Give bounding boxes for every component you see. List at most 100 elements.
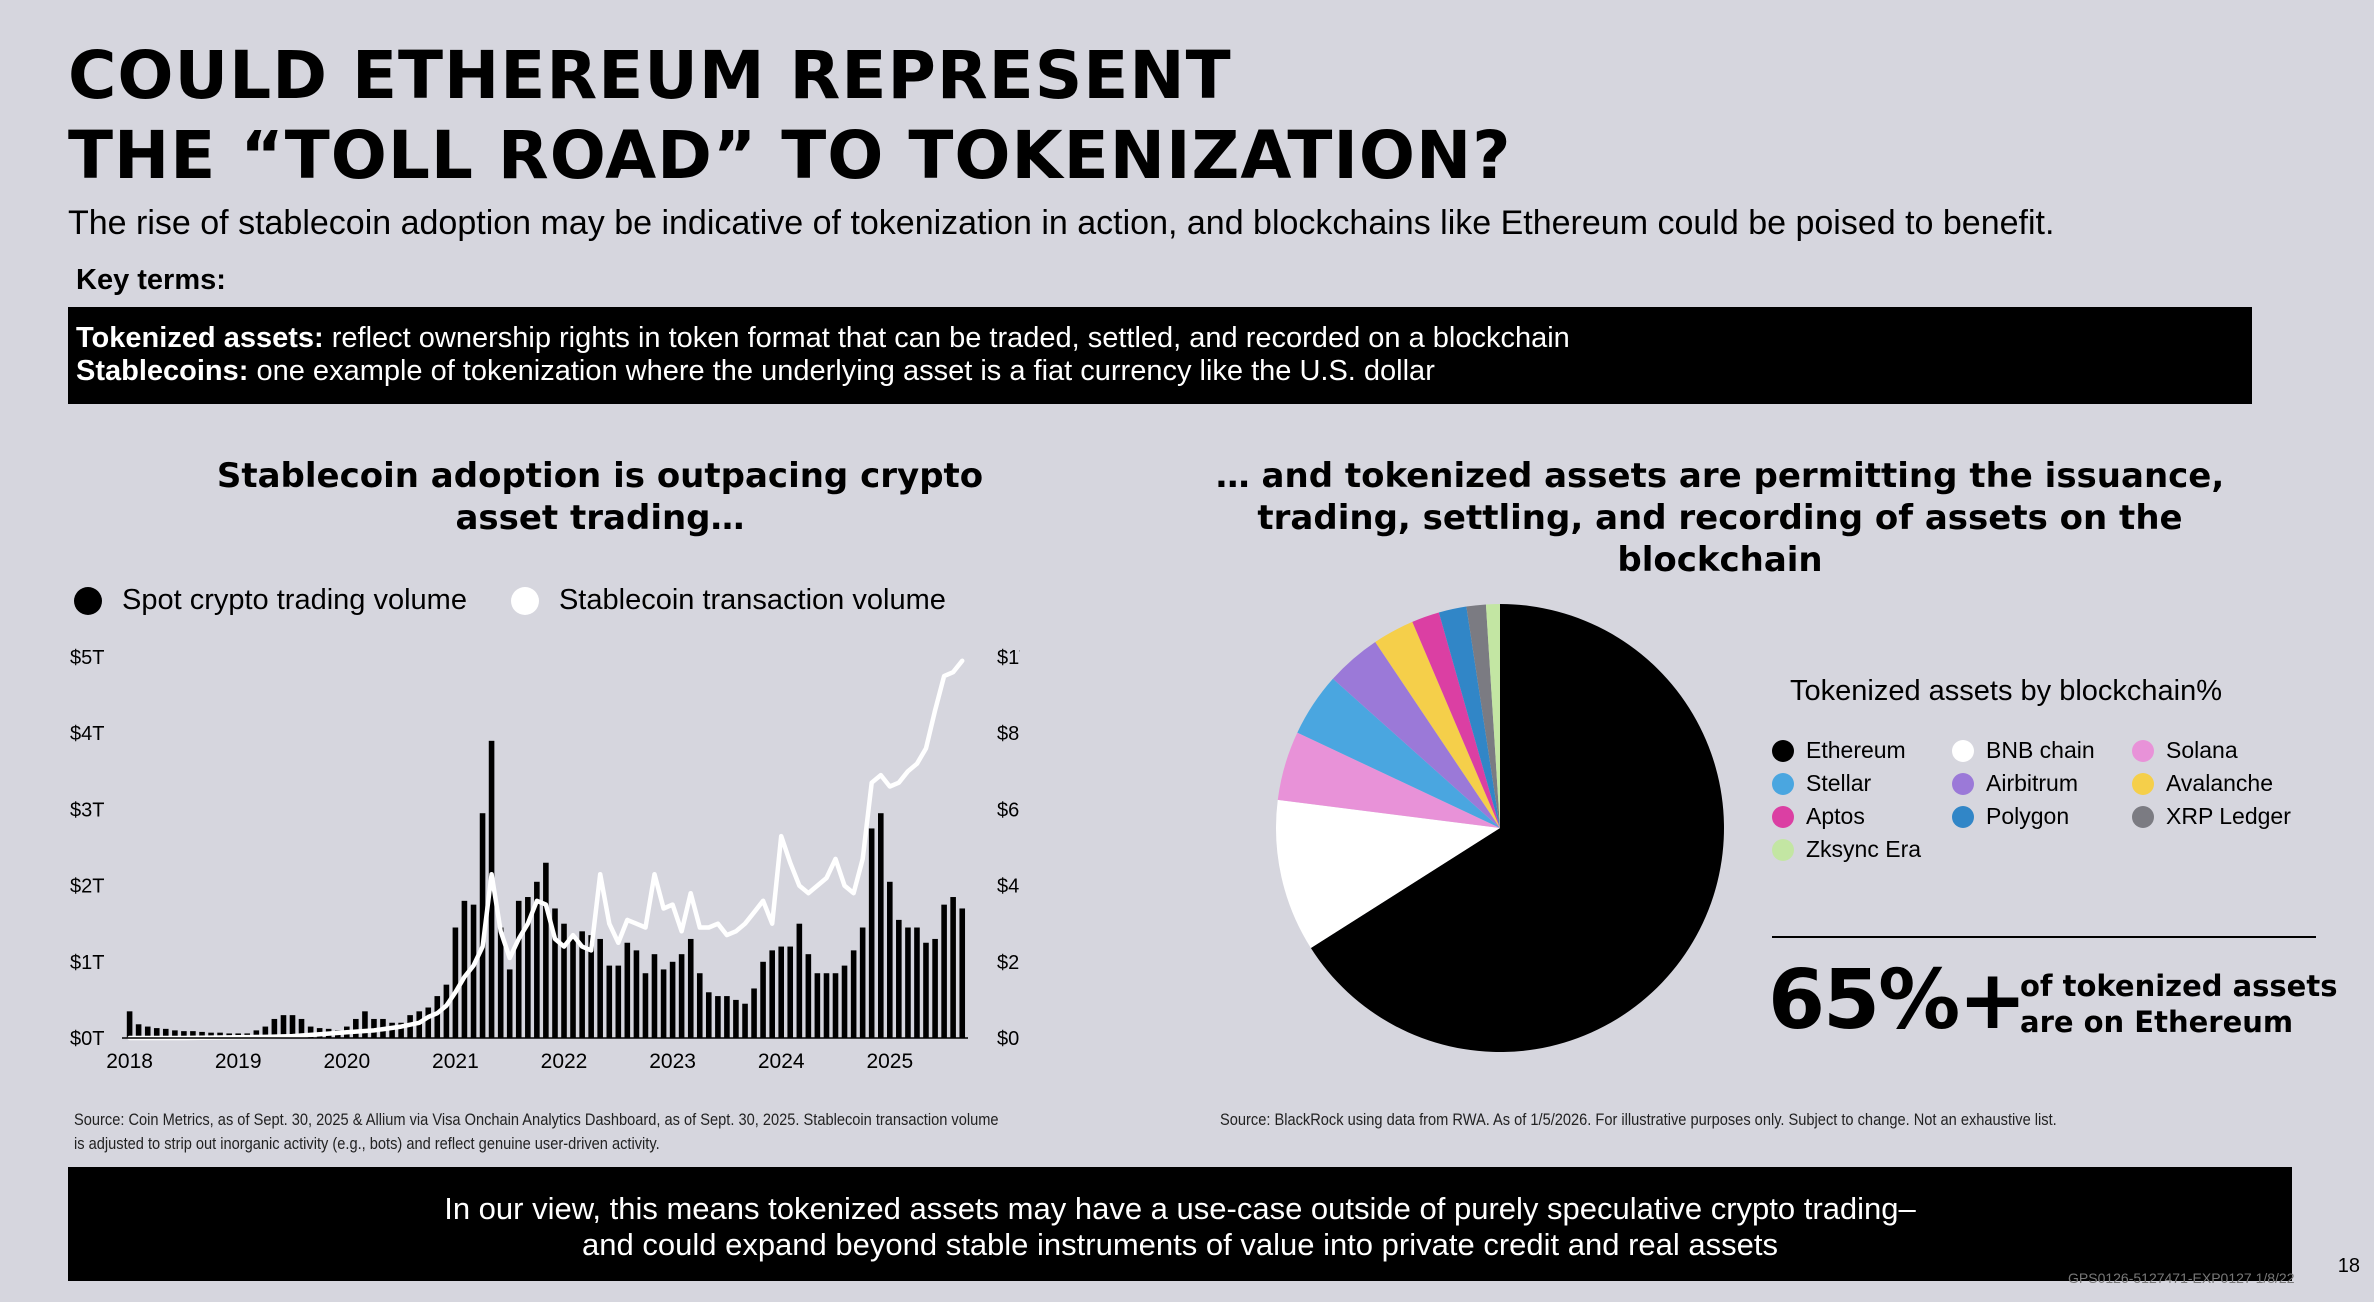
y-left-tick-label: $3T [70,799,104,821]
y-right-tick-label: $0B [997,1028,1020,1050]
pie-legend-item: Ethereum [1772,736,1952,765]
spot-volume-bar [887,881,893,1038]
left-chart-title: Stablecoin adoption is outpacing crypto … [190,455,1010,539]
pie-legend-title: Tokenized assets by blockchain% [1790,675,2223,707]
pie-slice-ethereum [1310,604,1724,1052]
spot-volume-bar [687,938,694,1038]
pie-legend-label: Airbitrum [1986,770,2079,796]
tokenized-assets-pie [1276,604,1724,1052]
spot-volume-bar [868,828,875,1038]
spot-volume-bar [805,954,812,1038]
pie-legend-item: Avalanche [2132,769,2312,798]
right-chart-title: … and tokenized assets are permitting th… [1160,455,2280,581]
y-left-tick-label: $1T [70,952,104,974]
spot-volume-bar [271,1018,278,1038]
stat-description: of tokenized assets are on Ethereum [2020,968,2337,1040]
spot-volume-bar [144,1026,151,1038]
pie-legend-swatch [1772,805,1794,828]
spot-volume-bar [199,1031,205,1038]
spot-volume-bar [814,973,821,1038]
pie-legend-label: Solana [2166,737,2238,763]
stablecoin-volume-line [127,658,965,1041]
pie-legend: Ethereum BNB chain Solana Stellar Airbitrum A… [1772,736,2312,864]
pie-legend-item: Polygon [1952,802,2132,831]
pie-legend-item: Aptos [1772,802,1952,831]
pie-legend-label: BNB chain [1986,737,2095,763]
x-tick-label: 2018 [106,1050,153,1073]
y-right-tick-label: $400B [997,876,1020,898]
spot-volume-bar [190,1031,196,1038]
spot-volume-bar [633,950,640,1038]
key-terms-label: Key terms: [76,264,226,296]
spot-volume-bar [823,973,830,1038]
right-chart-title-line2: trading, settling, and recording of asse… [1257,498,2183,580]
x-tick-label: 2021 [432,1050,479,1073]
pie-legend-swatch [2132,805,2154,828]
spot-volume-bar [705,992,712,1038]
spot-volume-bar [534,881,540,1038]
stat-description-line1: of tokenized assets [2020,969,2338,1003]
spot-volume-bar [733,999,739,1038]
spot-volume-bar [588,935,594,1038]
spot-volume-bar [678,954,685,1038]
spot-volume-bar [253,1030,260,1038]
legend-label-spot: Spot crypto trading volume [122,584,467,616]
spot-volume-bar [208,1032,214,1038]
right-chart-title-line1: … and tokenized assets are permitting th… [1215,456,2225,496]
pie-slice-avalanche [1375,621,1500,828]
left-chart-title-line2: asset trading… [455,498,745,538]
spot-volume-bar [470,904,477,1038]
spot-volume-bar [597,938,603,1038]
spot-volume-bar [606,965,613,1038]
pie-legend-item: Solana [2132,736,2312,765]
spot-volume-bar [153,1028,160,1038]
spot-volume-bar [181,1031,187,1038]
pie-legend-item: Airbitrum [1952,769,2132,798]
pie-legend-swatch [1772,739,1794,762]
spot-volume-bar [950,897,956,1038]
pie-legend-swatch [2132,739,2154,762]
spot-volume-bar [642,973,649,1038]
spot-volume-bar [525,897,531,1038]
x-tick-label: 2023 [649,1050,696,1073]
spot-volume-bar [479,813,486,1038]
pie-legend-swatch [1772,772,1794,795]
pie-legend-label: Aptos [1806,803,1865,829]
legend-label-stablecoin: Stablecoin transaction volume [558,584,946,616]
spot-volume-bar [932,938,938,1038]
pie-legend-label: Avalanche [2166,770,2273,796]
y-left-tick-label: $5T [70,647,104,669]
left-chart-source: Source: Coin Metrics, as of Sept. 30, 20… [74,1108,1089,1156]
spot-volume-bar [615,965,622,1038]
y-left-tick-label: $4T [70,723,104,745]
spot-volume-bar [552,908,558,1038]
key-term-stablecoins-definition: one example of tokenization where the un… [248,355,1435,387]
spot-volume-bar [923,942,929,1038]
spot-volume-bar [425,1007,432,1038]
page-number: 18 [2337,1255,2360,1277]
key-term-tokenized: Tokenized assets: reflect ownership righ… [76,322,2244,355]
x-tick-label: 2024 [758,1050,805,1073]
pie-legend-label: Polygon [1986,803,2070,829]
x-tick-label: 2019 [215,1050,262,1073]
spot-volume-bar [796,923,803,1038]
spot-volume-bar [669,961,676,1038]
y-left-tick-label: $2T [70,876,104,898]
pie-legend-label: Zksync Era [1806,836,1922,862]
spot-volume-bar [941,904,947,1038]
pie-legend-swatch [1952,739,1974,762]
spot-volume-bar [624,942,631,1038]
spot-volume-bar [742,1003,748,1038]
left-chart-source-line1: Source: Coin Metrics, as of Sept. 30, 20… [74,1110,999,1129]
pie-slice-aptos [1412,612,1500,828]
spot-volume-bar [543,862,549,1038]
spot-volume-bar [959,908,966,1038]
y-left-tick-label: $0T [70,1028,104,1050]
stablecoin-vs-spot-chart: $0T $1T $2T $3T $4T $5T $0B $200B $400B $600B $800… [70,647,1020,1073]
spot-volume-bar [262,1026,269,1038]
pie-slice-solana [1277,732,1500,828]
document-code: GPS0126-5127471-EXP0127 1/8/22 [2068,1270,2295,1286]
x-tick-label: 2025 [866,1050,913,1073]
spot-volume-bar [506,969,513,1038]
pie-slice-airbitrum [1332,641,1500,828]
